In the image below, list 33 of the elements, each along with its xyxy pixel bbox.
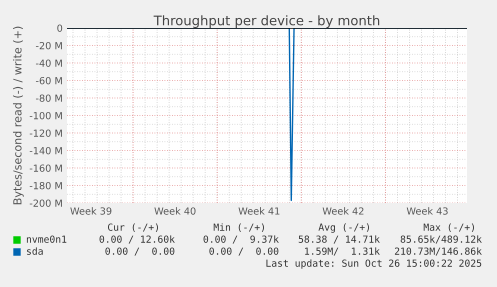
y-tick-label: -40 M [36,59,62,67]
text: 0.00 / 0.00 [209,247,278,256]
text: Max (-/+) [424,223,474,232]
x-tick-label: Week 42 [322,207,364,215]
y-tick-label: -60 M [36,76,62,84]
legend-label: sda [27,247,43,255]
chart-title: Throughput per device - by month [154,15,380,28]
text: 0.00 / 0.00 [105,247,174,256]
x-tick-label: Week 39 [70,207,112,215]
text: Avg (-/+) [318,223,369,233]
text: 85.65k/489.12k [400,235,482,244]
x-tick-label: Week 41 [238,207,280,215]
y-tick-label: 0 [57,24,62,32]
y-tick-label: -20 M [36,42,62,50]
y-tick-label: -200 M [30,199,62,207]
y-tick-label: -180 M [30,182,62,190]
y-axis-title: Bytes/second read (-) / write (+) [12,26,24,204]
y-tick-label: -100 M [30,112,62,120]
legend-label: nvme0n1 [26,235,66,243]
y-tick-label: -140 M [30,146,62,154]
text: Min (-/+) [214,223,264,232]
text: Last update: Sun Oct 26 15:00:22 2025 [266,259,482,269]
y-tick-label: -160 M [30,164,62,172]
text: Cur (-/+) [108,223,158,232]
x-tick-label: Week 43 [406,207,448,215]
text: 0.00 / 9.37k [204,235,279,244]
text: 0.00 / 12.60k [100,235,175,244]
y-tick-label: -80 M [36,94,62,102]
y-tick-label: -120 M [30,129,62,137]
text: 58.38 / 14.71k [298,235,380,244]
text: 1.59M/ 1.31k [305,247,380,256]
text: 210.73M/146.86k [394,247,482,256]
x-tick-label: Week 40 [154,207,196,215]
